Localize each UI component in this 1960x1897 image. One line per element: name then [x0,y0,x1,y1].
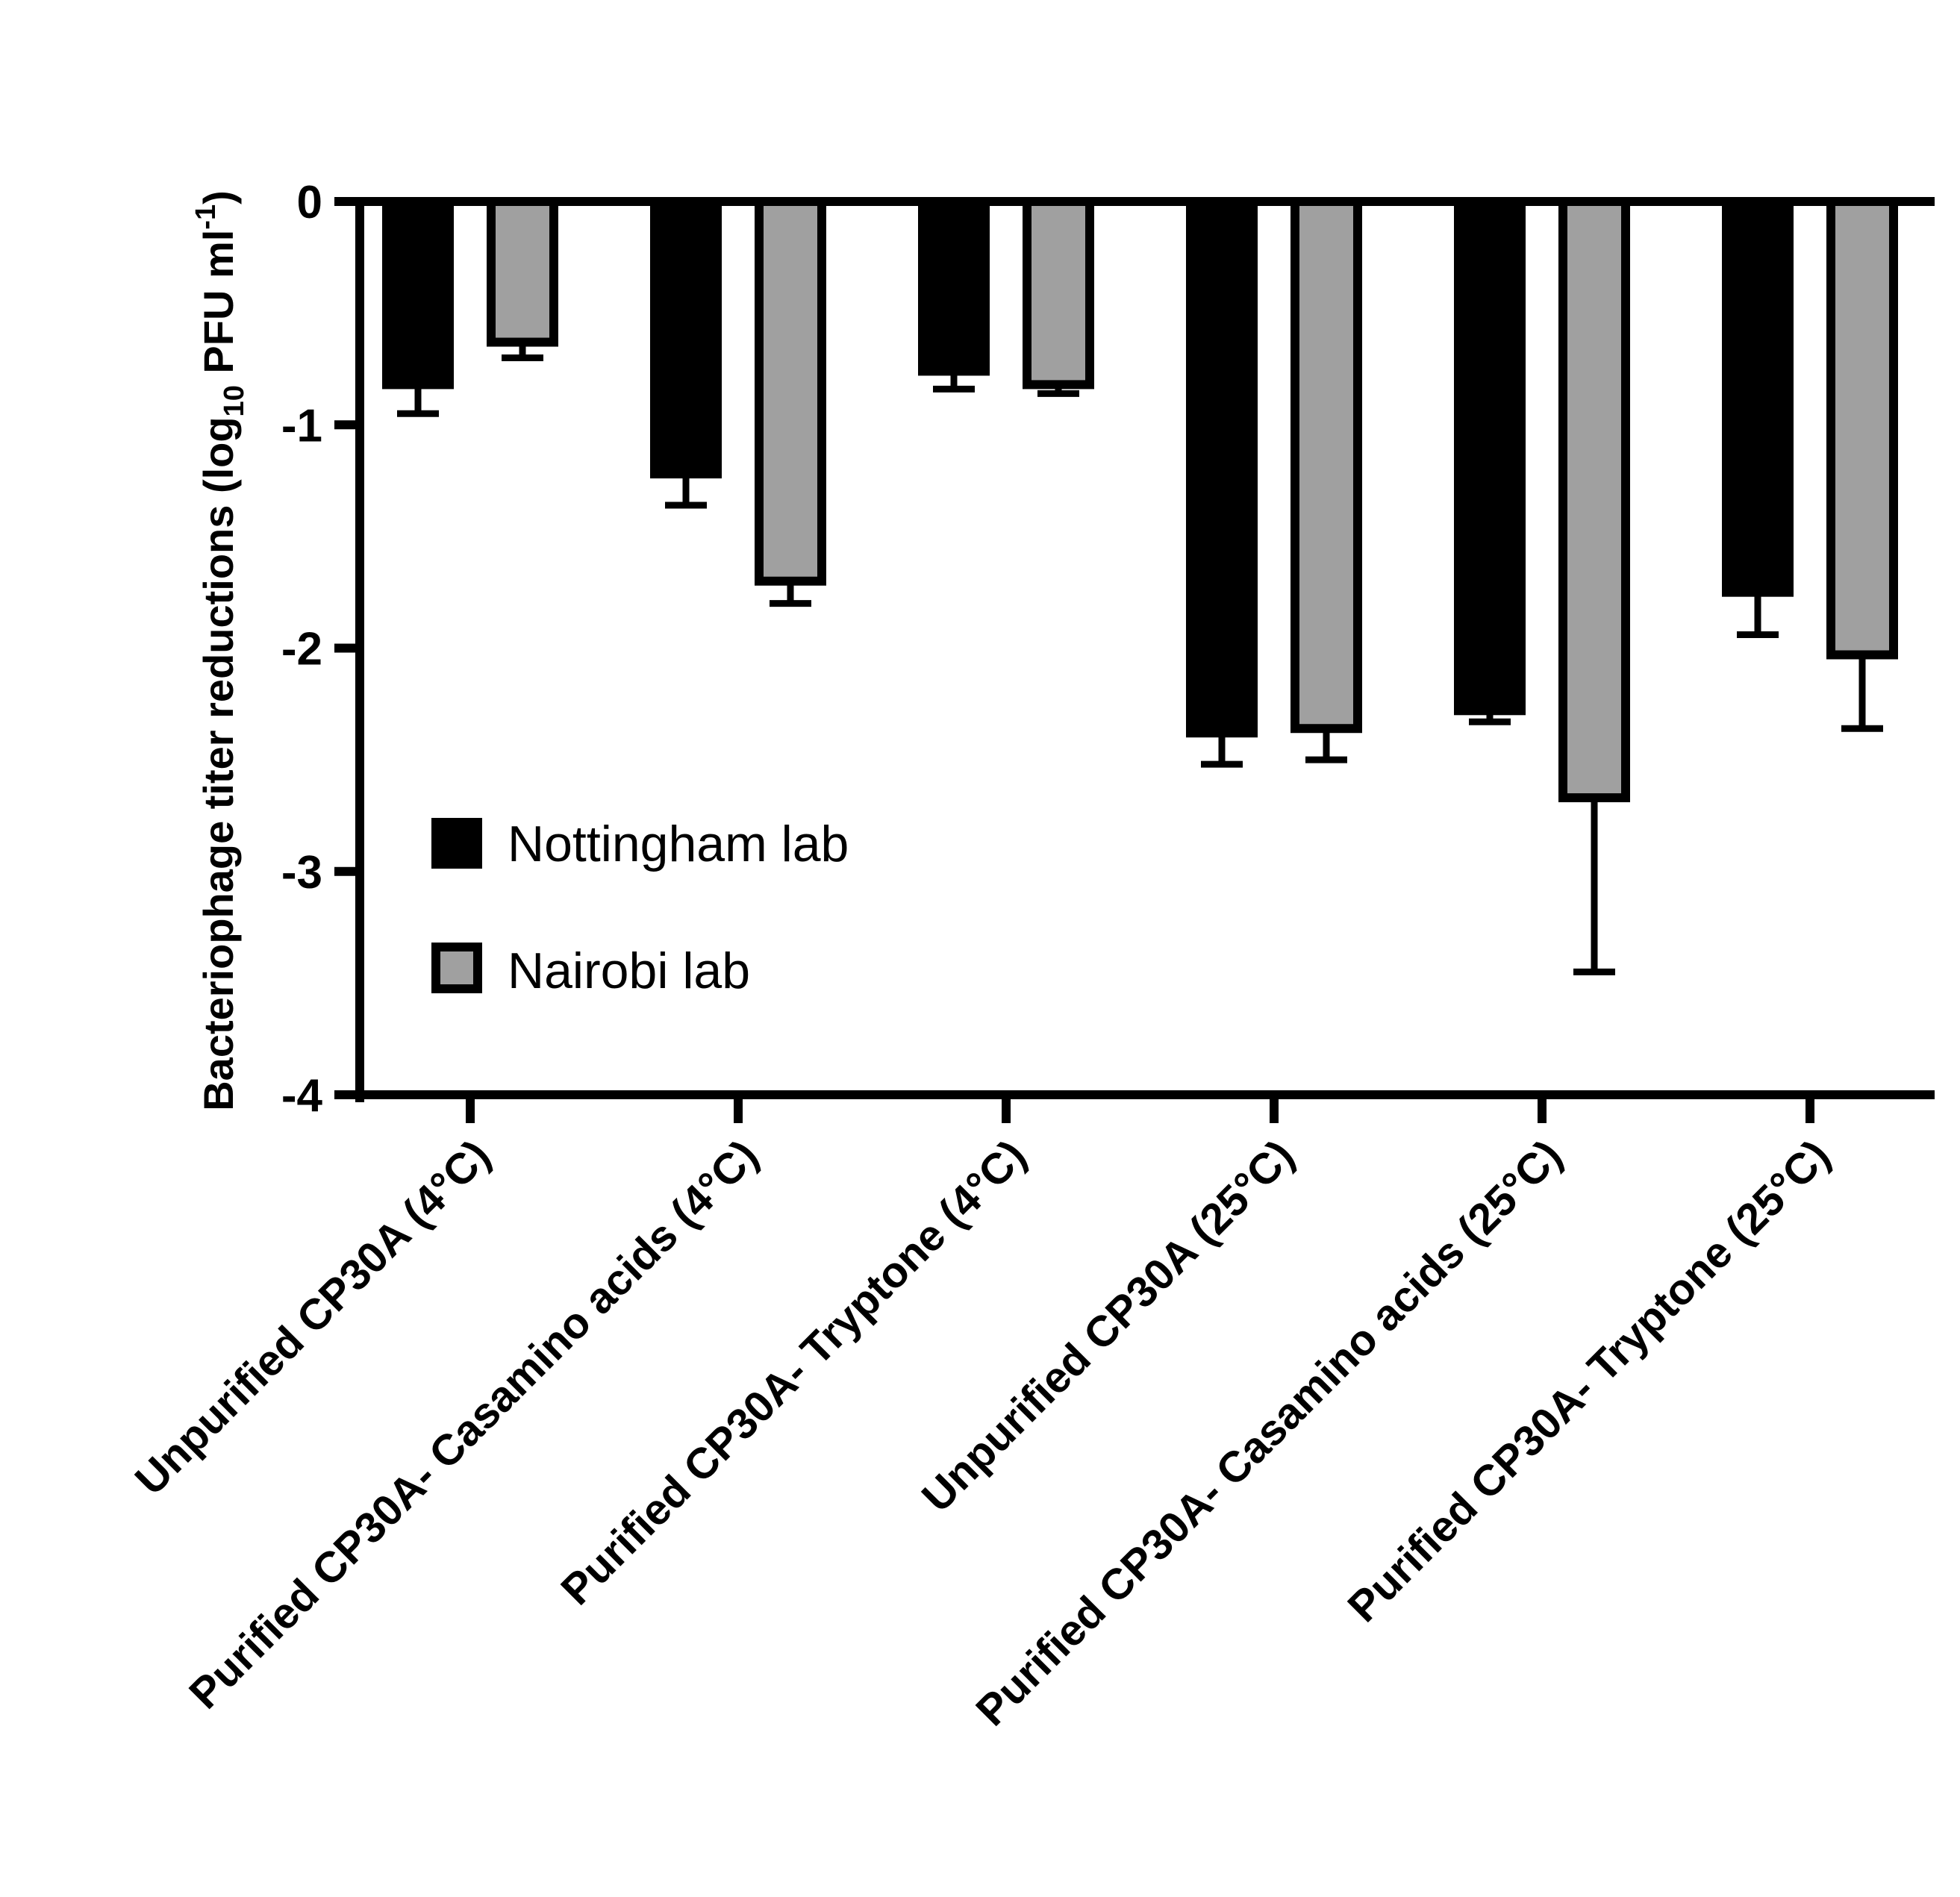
bar-nottingham-lab-4 [1186,197,1258,738]
legend-swatch-nairobi [431,943,482,993]
legend-label-nairobi: Nairobi lab [508,943,750,999]
error-bar-nottingham-lab-3 [933,371,975,393]
legend-item-nottingham: Nottingham lab [431,816,849,872]
bar-nairobi-lab-1 [487,197,558,347]
error-bar-nairobi-lab-3 [1037,384,1079,397]
bar-nottingham-lab-3 [918,197,990,376]
error-bar-nottingham-lab-6 [1737,592,1779,639]
legend-label-nottingham: Nottingham lab [508,816,849,872]
bar-nottingham-lab-6 [1722,197,1794,597]
bar-nottingham-lab-5 [1454,197,1526,716]
error-bar-nottingham-lab-2 [665,474,707,509]
bar-nairobi-lab-2 [755,197,826,586]
legend: Nottingham lab Nairobi lab [431,816,849,999]
y-tick-label: -1 [281,400,322,451]
bar-nairobi-lab-4 [1290,197,1362,734]
bar-nairobi-lab-6 [1826,197,1898,660]
error-bar-nairobi-lab-4 [1305,728,1347,763]
category-label-6: Purified CP30A- Tryptone (25°C) [1338,1131,1839,1631]
error-bar-nottingham-lab-5 [1469,710,1511,725]
y-tick-label: -2 [281,624,322,675]
legend-swatch-nottingham [431,818,482,869]
bar-nottingham-lab-1 [382,197,454,390]
category-label-2: Purified CP30A- Casamino acids (4°C) [180,1131,767,1718]
x-ticks [355,1090,1935,1123]
error-bar-nairobi-lab-1 [502,342,543,361]
error-bar-nairobi-lab-5 [1573,797,1615,975]
y-tick-label: -3 [281,847,322,899]
bar-nottingham-lab-2 [650,197,722,479]
bar-nairobi-lab-5 [1558,197,1630,802]
error-bar-nairobi-lab-2 [770,581,811,607]
error-bar-nairobi-lab-6 [1841,654,1883,732]
bar-nairobi-lab-3 [1023,197,1094,390]
y-tick-label: -4 [281,1070,323,1122]
category-label-3: Purified CP30A- Tryptone (4°C) [552,1131,1035,1614]
y-tick-label: 0 [297,177,322,228]
error-bars-layer [397,342,1883,975]
y-axis-label: Bacteriophage titer reductions (log10 PF… [190,190,250,1111]
category-label-5: Purified CP30A- Casamino acids (25°C) [967,1131,1571,1735]
legend-item-nairobi: Nairobi lab [431,943,750,999]
category-labels: Unpurified CP30A (4°C)Purified CP30A- Ca… [126,1131,1840,1735]
bars-layer [382,197,1898,802]
y-ticks: 0 -1 -2 -3 -4 [281,177,360,1122]
error-bar-nottingham-lab-4 [1201,733,1243,768]
error-bar-nottingham-lab-1 [397,384,439,417]
